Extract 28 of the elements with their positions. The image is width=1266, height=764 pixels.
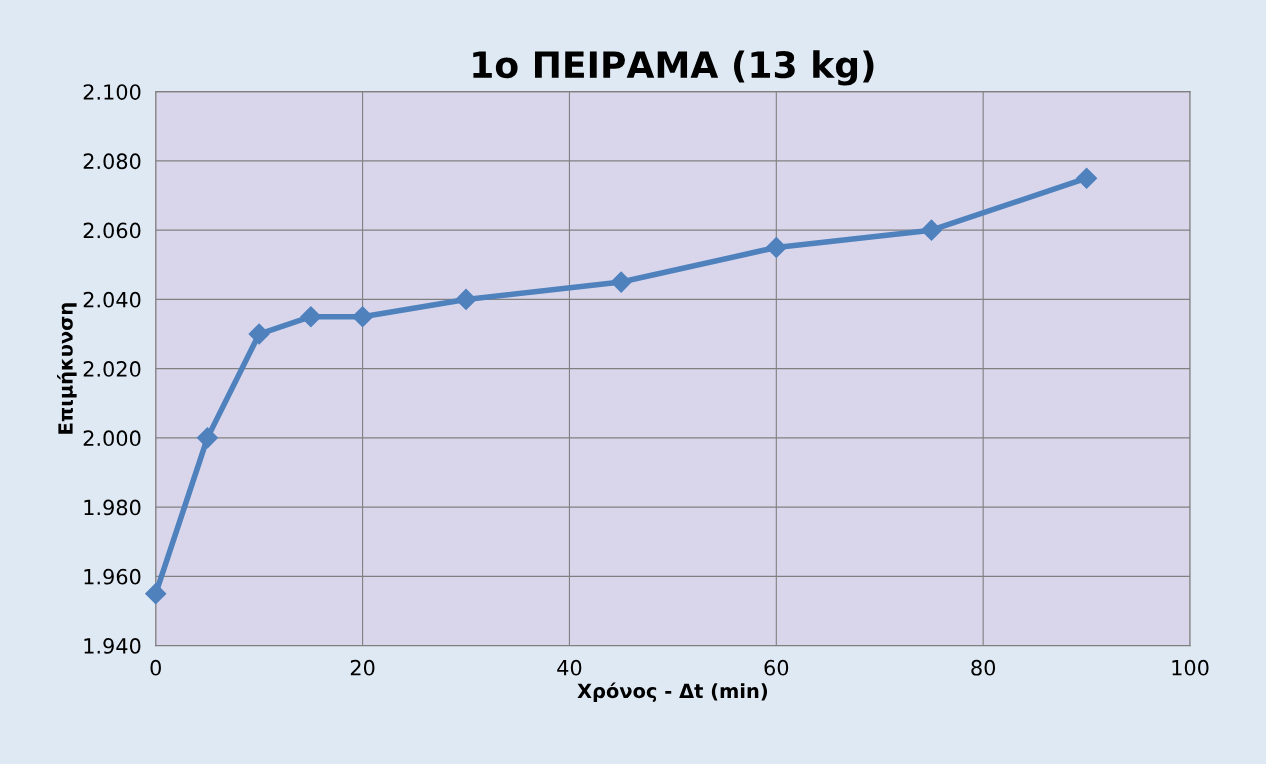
y-tick-label: 2.080 [83, 153, 141, 170]
x-tick-label: 0 [150, 659, 161, 676]
y-tick-label: 2.040 [83, 291, 141, 308]
point [196, 427, 218, 449]
y-tick-label: 2.100 [83, 84, 141, 100]
point [455, 288, 477, 310]
y-tick-label: 2.000 [83, 430, 141, 447]
chart-title: 1ο ΠΕΙΡΑΜΑ (13 kg) [473, 50, 874, 86]
y-tick-label: 1.960 [84, 568, 141, 585]
point [300, 306, 322, 328]
point [610, 271, 632, 293]
point [1076, 167, 1098, 189]
point [352, 306, 374, 328]
y-tick-label: 1.940 [84, 638, 141, 654]
point [248, 323, 270, 345]
y-axis-title: Επιμήκυνση [57, 303, 77, 434]
point [145, 583, 167, 605]
point [920, 219, 942, 241]
point [765, 236, 787, 258]
x-tick-label: 40 [557, 659, 582, 676]
y-tick-label: 2.020 [83, 361, 141, 377]
x-tick-label: 80 [971, 659, 996, 676]
x-tick-label: 60 [764, 659, 789, 676]
y-tick-label: 1.980 [84, 499, 141, 516]
x-axis-title: Χρόνος - Δt (min) [577, 682, 768, 703]
x-tick-label: 20 [350, 659, 375, 676]
x-tick-label: 100 [1172, 659, 1209, 676]
y-tick-label: 2.060 [83, 222, 141, 239]
